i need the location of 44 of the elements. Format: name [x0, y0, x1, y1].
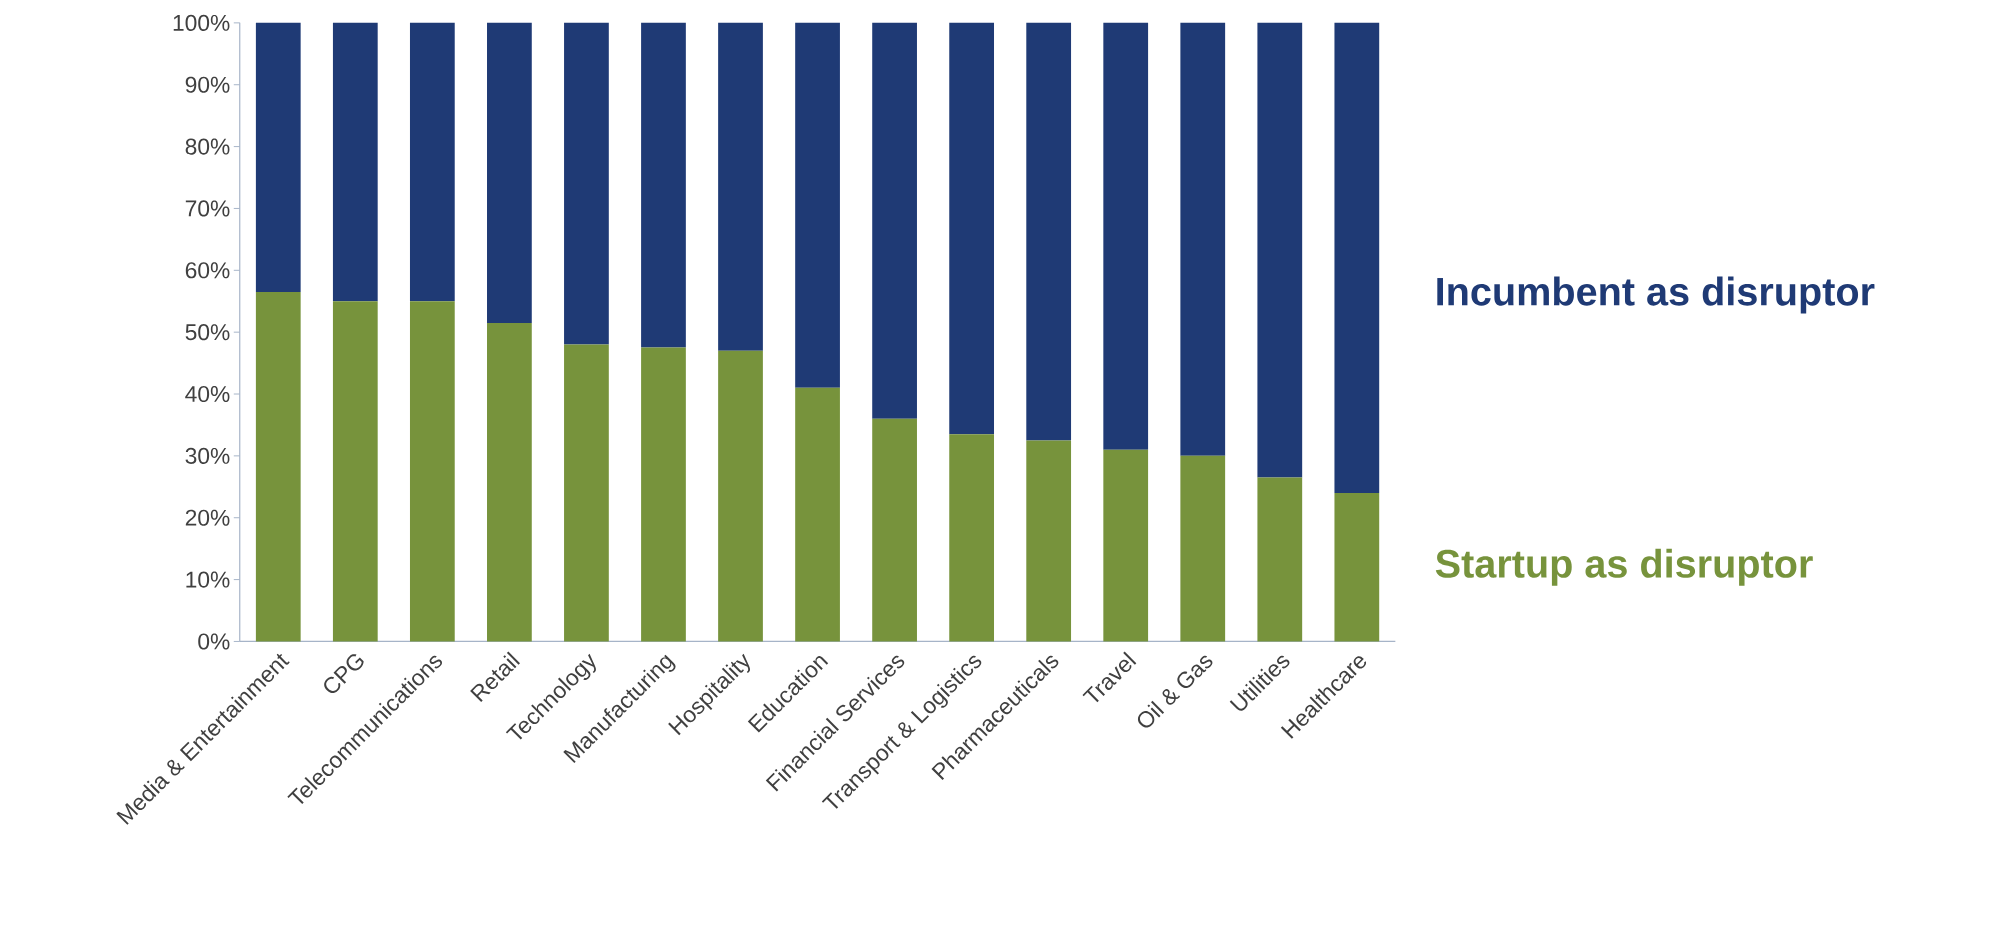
bar — [795, 387, 840, 642]
y-tick-label: 80% — [185, 138, 230, 155]
y-tick-label: 60% — [185, 262, 230, 279]
bar — [487, 322, 532, 642]
bar — [332, 22, 378, 302]
bar — [718, 22, 763, 351]
bar — [1180, 22, 1226, 456]
bar — [1026, 440, 1072, 642]
y-tick-label: 70% — [185, 200, 230, 217]
bar — [255, 22, 301, 293]
bar — [795, 22, 840, 388]
y-tick-label: 0% — [198, 633, 230, 650]
y-tick-label: 20% — [185, 509, 230, 526]
bar — [1257, 477, 1303, 642]
bar — [409, 301, 455, 642]
series-label: Startup as disruptor — [1435, 548, 1813, 586]
bar — [1103, 449, 1149, 642]
bar — [564, 22, 609, 345]
y-tick-label: 10% — [186, 571, 230, 588]
x-tick-label: Oil & Gas — [1137, 655, 1213, 728]
series-label: Incumbent as disruptor — [1437, 276, 1875, 314]
bar — [872, 22, 917, 419]
y-tick-label: 40% — [185, 386, 230, 403]
bar — [872, 418, 917, 642]
y-tick-label: 90% — [185, 76, 230, 93]
bar — [1103, 22, 1149, 450]
bar — [1334, 493, 1380, 642]
bar — [564, 344, 609, 642]
bar — [487, 22, 532, 323]
bar — [1334, 22, 1380, 494]
bar — [332, 301, 378, 642]
bar — [949, 22, 995, 435]
y-tick-label: 30% — [185, 447, 230, 465]
y-tick-label: 50% — [185, 324, 230, 341]
bar — [949, 434, 995, 642]
bar — [641, 22, 686, 348]
bar — [641, 347, 686, 642]
y-tick-label: 100% — [173, 14, 230, 32]
bar — [718, 350, 763, 642]
bar — [409, 22, 455, 302]
bar — [255, 292, 301, 642]
bar — [1180, 455, 1226, 642]
bar — [1257, 22, 1303, 478]
bar — [1026, 22, 1072, 441]
